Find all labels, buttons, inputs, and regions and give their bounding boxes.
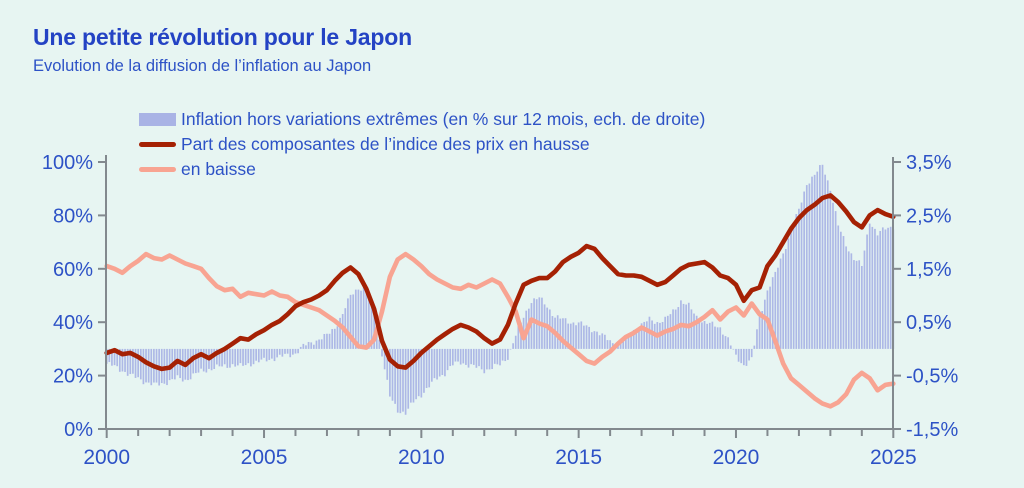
bar-swatch-icon <box>139 113 176 126</box>
right-tick-label: 3,5% <box>906 152 952 174</box>
right-tick-label: 2,5% <box>906 205 952 227</box>
x-tick-label: 2005 <box>241 446 288 469</box>
line-swatch-icon <box>139 142 176 147</box>
legend-item-baisse: en baisse <box>139 157 705 182</box>
tick-labels: 0% 20% 40% 60% 80% 100% -1,5% -0,5% 0,5% 1,5% 2,5%… <box>42 152 959 469</box>
x-tick-label: 2000 <box>83 446 130 469</box>
x-tick-label: 2010 <box>398 446 445 469</box>
x-tick-label: 2025 <box>870 446 917 469</box>
left-tick-label: 20% <box>53 366 93 388</box>
legend-item-hausse: Part des composantes de l’indice des pri… <box>139 132 705 157</box>
baisse-line <box>104 251 896 409</box>
axes <box>98 155 901 438</box>
legend-label: Part des composantes de l’indice des pri… <box>181 134 590 154</box>
page-title: Une petite révolution pour le Japon <box>33 24 412 50</box>
right-tick-label: 0,5% <box>906 312 952 334</box>
right-tick-label: -0,5% <box>906 366 958 388</box>
left-tick-label: 60% <box>53 259 93 281</box>
legend-item-bars: Inflation hors variations extrêmes (en %… <box>139 107 705 132</box>
x-tick-label: 2015 <box>555 446 602 469</box>
right-tick-label: 1,5% <box>906 259 952 281</box>
page-subtitle: Evolution de la diffusion de l’inflation… <box>33 57 372 75</box>
left-tick-label: 80% <box>53 205 93 227</box>
line-swatch-icon <box>139 167 176 172</box>
left-tick-label: 0% <box>64 419 93 441</box>
legend-label: en baisse <box>181 159 256 179</box>
right-tick-label: -1,5% <box>906 419 958 441</box>
legend: Inflation hors variations extrêmes (en %… <box>139 107 705 182</box>
legend-label: Inflation hors variations extrêmes (en %… <box>181 109 706 129</box>
left-tick-label: 40% <box>53 312 93 334</box>
hausse-line <box>104 193 896 372</box>
x-tick-label: 2020 <box>713 446 760 469</box>
left-tick-label: 100% <box>42 152 93 174</box>
